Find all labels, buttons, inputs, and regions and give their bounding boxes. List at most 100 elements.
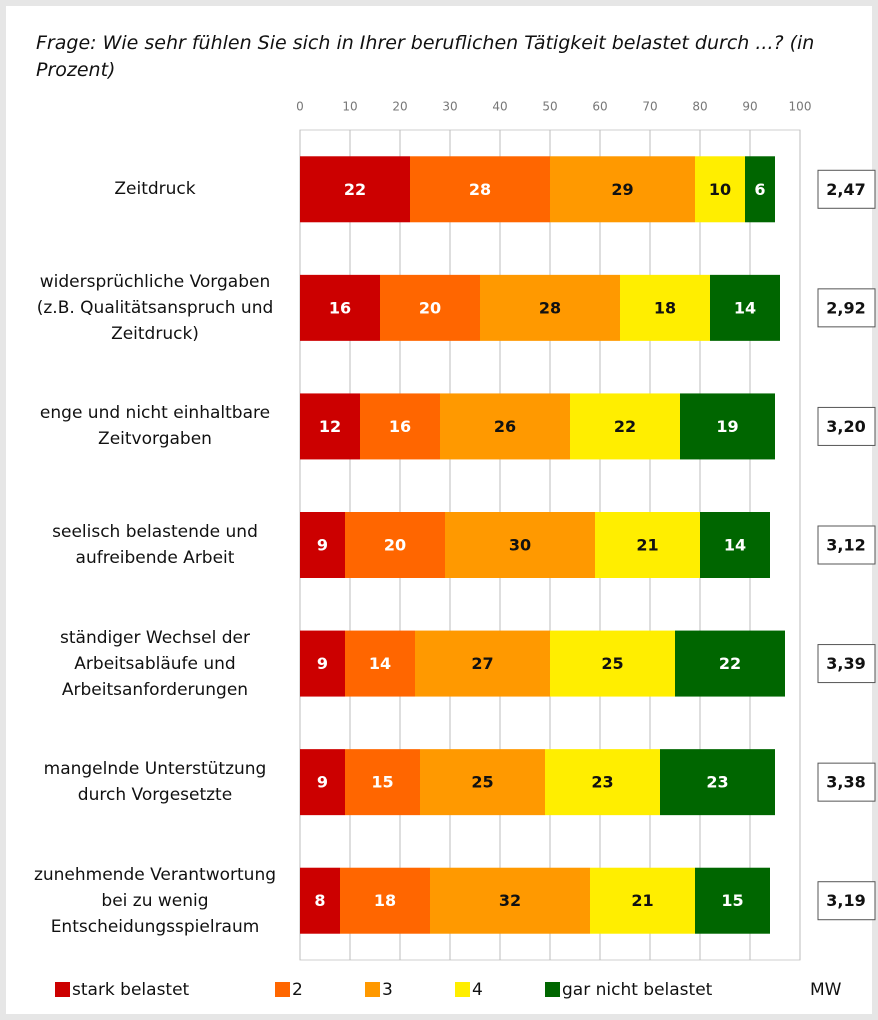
category-label: widersprüchliche Vorgaben (z.B. Qualität… [36,271,274,344]
bar-segment [340,867,430,934]
data-label: 23 [591,773,613,792]
bar-segment [570,393,680,460]
bar-segment [700,512,770,578]
x-tick-label: 100 [789,100,812,114]
bar-segment [675,630,785,697]
mean-box [817,525,876,565]
x-tick-label: 60 [592,100,607,114]
bar-segment [300,393,360,460]
category-label: Zeitdruck [114,179,196,200]
x-tick-label: 90 [742,100,757,114]
bar-segment [680,393,775,460]
mean-box [817,169,876,209]
data-label: 29 [611,180,633,199]
bar-segment [380,274,480,341]
data-label: 20 [384,536,406,555]
bar-segment [595,512,700,578]
mean-box [817,762,876,802]
legend-label: 3 [382,980,393,1000]
mean-label: 3,38 [826,773,865,792]
category-label: ständiger Wechsel der Arbeitsabläufe und… [60,627,250,700]
data-label: 22 [344,180,366,199]
bar-segment [620,274,710,341]
data-label: 14 [724,536,746,555]
legend-swatch [545,982,560,997]
data-label: 20 [419,298,441,317]
mean-label: 3,12 [826,536,865,555]
mean-label: 3,20 [826,417,865,436]
legend-label: gar nicht belastet [562,980,713,1000]
data-label: 27 [471,654,493,673]
legend-swatch [365,982,380,997]
data-label: 15 [371,773,393,792]
data-label: 26 [494,417,516,436]
mean-box [817,644,876,684]
data-label: 14 [369,654,391,673]
mean-box [817,288,876,328]
bar-segment [695,867,770,934]
data-label: 16 [329,298,351,317]
data-label: 22 [719,654,741,673]
mean-label: 2,47 [826,180,865,199]
legend-label: 4 [472,980,483,1000]
data-label: 15 [721,891,743,910]
data-label: 6 [754,180,765,199]
bar-segment [545,749,660,816]
mean-box [817,881,876,921]
x-tick-label: 10 [342,100,357,114]
x-tick-label: 20 [392,100,407,114]
bar-segment [445,512,595,578]
data-label: 25 [601,654,623,673]
data-label: 18 [374,891,396,910]
bar-segment [480,274,620,341]
bar-segment [345,749,420,816]
chart-title: Frage: Wie sehr fühlen Sie sich in Ihrer… [36,32,815,81]
data-label: 16 [389,417,411,436]
data-label: 9 [317,536,328,555]
legend-label: stark belastet [72,980,190,1000]
data-label: 21 [636,536,658,555]
data-label: 22 [614,417,636,436]
bar-segment [345,630,415,697]
bar-segment [345,512,445,578]
bar-segment [415,630,550,697]
data-label: 18 [654,298,676,317]
bar-segment [550,630,675,697]
bar-segment [300,274,380,341]
bar-segment [590,867,695,934]
bar-segment [300,867,340,934]
category-label: mangelnde Unterstützung durch Vorgesetzt… [43,759,267,806]
data-label: 23 [706,773,728,792]
bar-segment [660,749,775,816]
data-label: 21 [631,891,653,910]
data-label: 32 [499,891,521,910]
bar-segment [745,156,775,223]
data-label: 14 [734,298,756,317]
data-label: 9 [317,654,328,673]
x-tick-label: 30 [442,100,457,114]
bar-segment [695,156,745,223]
bar-segment [300,512,345,578]
category-label: zunehmende Verantwortung bei zu wenig En… [33,864,277,937]
x-tick-label: 40 [492,100,507,114]
data-label: 25 [471,773,493,792]
legend-swatch [455,982,470,997]
legend-mean-label: MW [810,980,842,1000]
x-tick-label: 50 [542,100,557,114]
data-label: 9 [317,773,328,792]
bar-segment [710,274,780,341]
bar-segment [550,156,695,223]
data-label: 12 [319,417,341,436]
bar-segment [440,393,570,460]
mean-label: 2,92 [826,298,865,317]
data-label: 8 [314,891,325,910]
data-label: 28 [539,298,561,317]
x-tick-label: 70 [642,100,657,114]
x-tick-label: 80 [692,100,707,114]
bar-segment [300,156,410,223]
legend-swatch [55,982,70,997]
bar-segment [360,393,440,460]
data-label: 28 [469,180,491,199]
